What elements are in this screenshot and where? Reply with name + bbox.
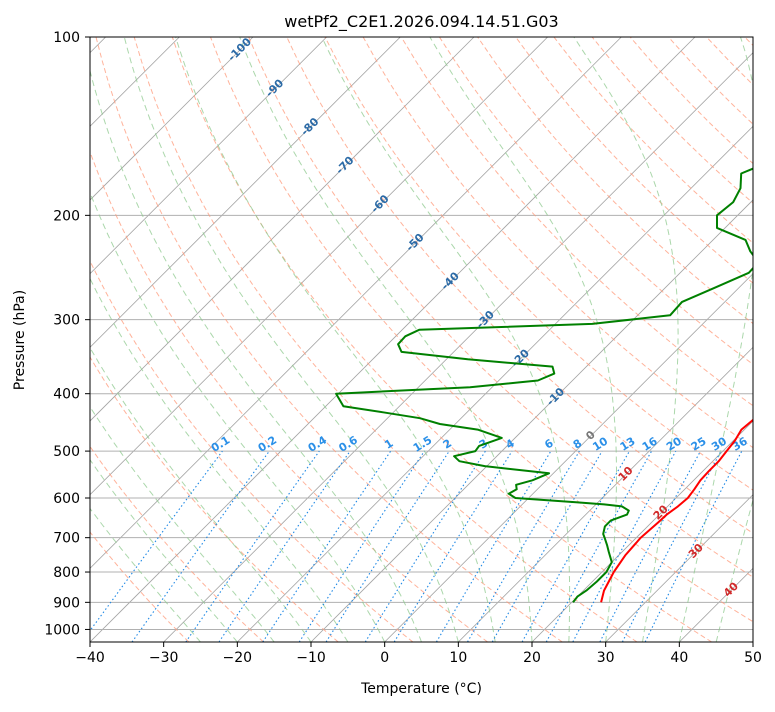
- x-tick-label: −40: [75, 650, 105, 666]
- x-tick-label: 40: [670, 650, 688, 666]
- y-tick-label: 900: [53, 595, 80, 611]
- x-tick-label: −10: [296, 650, 326, 666]
- x-tick-label: 50: [744, 650, 762, 666]
- y-tick-label: 200: [53, 208, 80, 224]
- x-tick-label: 20: [523, 650, 541, 666]
- x-axis-label: Temperature (°C): [360, 681, 482, 697]
- y-tick-label: 1000: [44, 622, 80, 638]
- x-tick-label: −30: [149, 650, 179, 666]
- y-tick-label: 100: [53, 30, 80, 46]
- y-tick-label: 700: [53, 531, 80, 547]
- y-axis-label: Pressure (hPa): [12, 290, 28, 390]
- y-tick-label: 500: [53, 444, 80, 460]
- y-tick-label: 600: [53, 491, 80, 507]
- y-tick-label: 400: [53, 387, 80, 403]
- x-tick-label: 0: [380, 650, 389, 666]
- x-tick-label: −20: [223, 650, 253, 666]
- x-tick-label: 30: [597, 650, 615, 666]
- y-tick-label: 300: [53, 313, 80, 329]
- y-tick-label: 800: [53, 565, 80, 581]
- chart-title: wetPf2_C2E1.2026.094.14.51.G03: [284, 12, 558, 32]
- x-tick-label: 10: [449, 650, 467, 666]
